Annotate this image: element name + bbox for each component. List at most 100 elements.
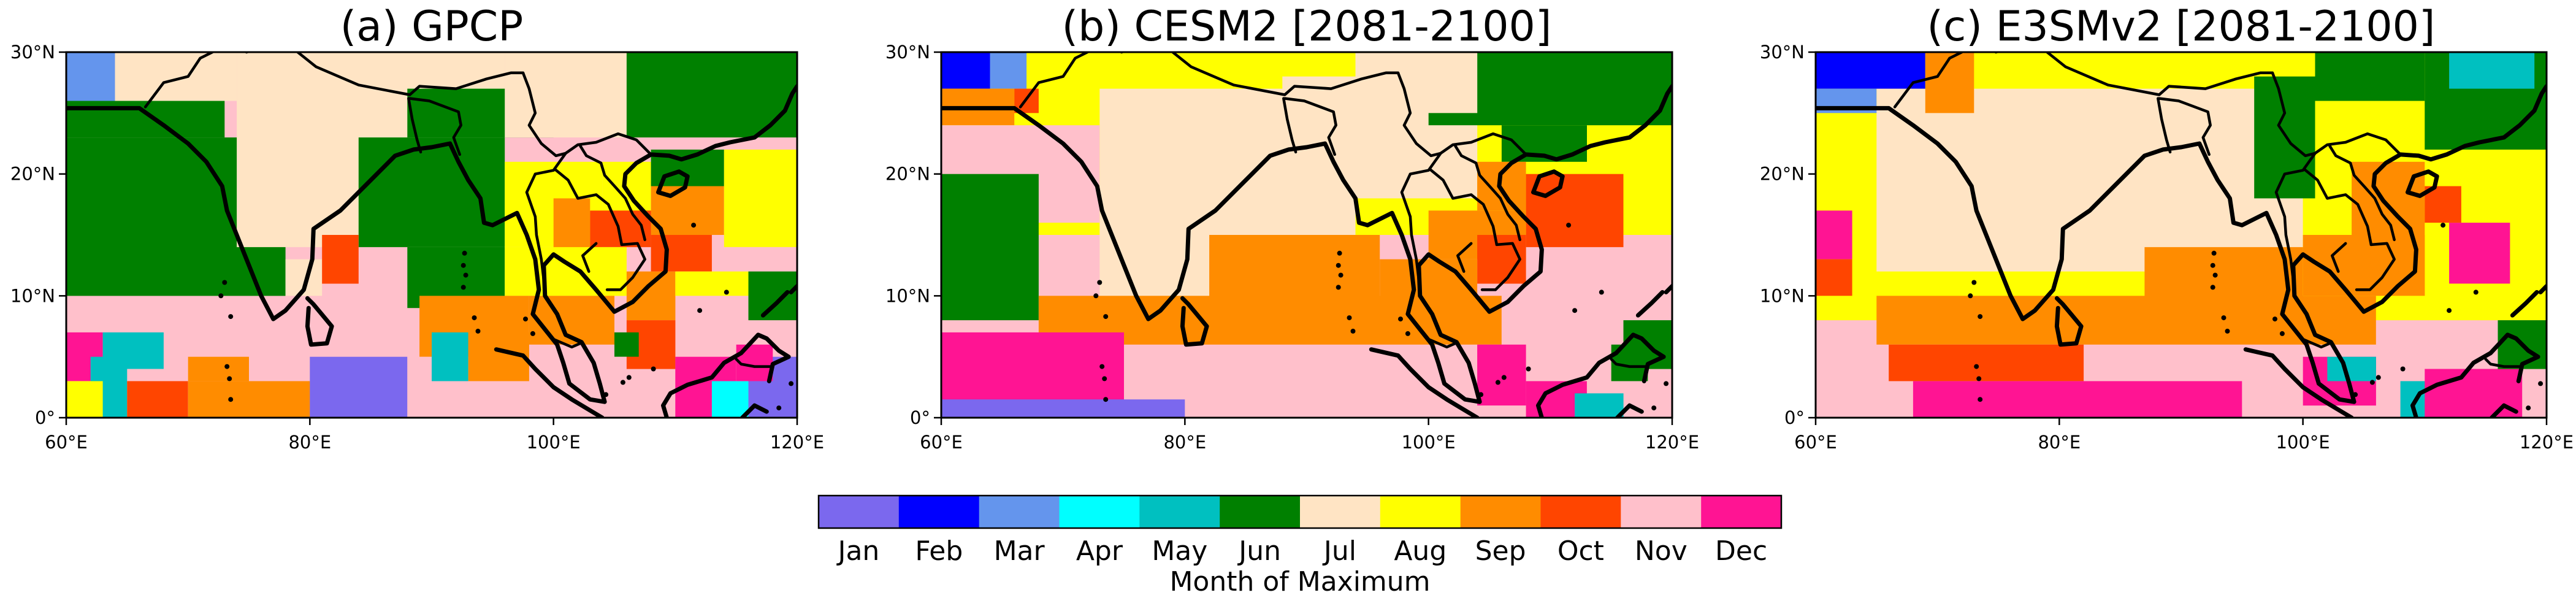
border-path bbox=[2328, 144, 2396, 242]
region-cell bbox=[711, 381, 749, 418]
axis-ticks: 60°E 80°E 100°E 120°E 0° 10°N 20°N 30°N bbox=[1760, 42, 2574, 453]
border-path bbox=[1171, 52, 1400, 96]
axis-ticks: 60°E 80°E 100°E 120°E 0° 10°N 20°N 30°N bbox=[10, 42, 824, 453]
x-tick-label: 60°E bbox=[45, 432, 88, 453]
island-marker bbox=[626, 375, 632, 380]
region-cell bbox=[1925, 52, 1974, 113]
heatmap-cells bbox=[941, 52, 1672, 418]
region-cell bbox=[310, 356, 408, 418]
colorbar-month-label: Apr bbox=[1076, 535, 1123, 567]
island-marker bbox=[2210, 263, 2215, 268]
island-marker bbox=[1093, 293, 1099, 299]
border-path bbox=[2303, 338, 2331, 349]
panel-title: (b) CESM2 [2081-2100] bbox=[1062, 2, 1552, 51]
island-marker bbox=[1599, 290, 1604, 295]
island-marker bbox=[222, 280, 227, 285]
region-cell bbox=[1876, 88, 2303, 272]
border-path bbox=[2484, 358, 2521, 368]
map-panel-gpcp: (a) GPCP 60°E 80°E 100°E 120°E 0° 10°N 20°N 30°… bbox=[10, 2, 824, 453]
island-marker bbox=[461, 263, 466, 268]
island-marker bbox=[1350, 328, 1356, 334]
border-path bbox=[2303, 167, 2373, 247]
coastline-path bbox=[2490, 403, 2518, 418]
region-cell bbox=[748, 271, 797, 321]
border-path bbox=[553, 338, 582, 349]
map-panel-cesm2: (b) CESM2 [2081-2100] 60°E 80°E 100°E 120°E… bbox=[885, 2, 1699, 453]
map-panel-e3smv2: (c) E3SMv2 [2081-2100] 60°E 80°E 100°E 120°… bbox=[1760, 2, 2574, 453]
region-cell bbox=[990, 52, 1027, 89]
region-cell bbox=[322, 235, 359, 284]
border-path bbox=[521, 71, 567, 158]
region-cell bbox=[358, 137, 505, 247]
island-marker bbox=[2210, 285, 2215, 290]
region-cell bbox=[2425, 186, 2461, 223]
coastline bbox=[941, 52, 1672, 418]
island-marker bbox=[1099, 364, 1105, 369]
island-marker bbox=[2375, 375, 2381, 380]
border-path bbox=[407, 97, 422, 154]
border-path bbox=[2046, 52, 2274, 96]
island-marker bbox=[2526, 405, 2531, 411]
border-path bbox=[1454, 144, 1521, 242]
colorbar-swatch bbox=[1300, 496, 1381, 528]
island-marker bbox=[2473, 290, 2479, 295]
region-cell bbox=[2449, 52, 2535, 89]
x-tick-label: 100°E bbox=[1402, 432, 1456, 453]
x-tick-label: 120°E bbox=[2520, 432, 2574, 453]
colorbar-swatch bbox=[1059, 496, 1140, 528]
colorbar-swatch bbox=[898, 496, 980, 528]
colorbar-month-label: Oct bbox=[1557, 535, 1604, 567]
island-marker bbox=[523, 316, 528, 322]
coastline-path bbox=[2243, 347, 2354, 418]
border-path bbox=[1439, 132, 1527, 156]
region-cell bbox=[66, 52, 115, 101]
y-tick-label: 30°N bbox=[10, 42, 55, 63]
region-cell bbox=[1209, 235, 1380, 309]
colorbar-month-label: Aug bbox=[1394, 535, 1447, 567]
island-marker bbox=[475, 328, 481, 334]
border-path bbox=[1408, 152, 1442, 175]
coastline-path bbox=[66, 84, 797, 404]
x-tick-label: 100°E bbox=[2276, 432, 2330, 453]
colorbar-month-label: Dec bbox=[1715, 535, 1767, 567]
island-marker bbox=[1974, 364, 1979, 369]
colorbar-month-label: Jun bbox=[1237, 535, 1281, 567]
y-tick-label: 20°N bbox=[885, 164, 930, 185]
border-path bbox=[408, 97, 462, 156]
coastline-path bbox=[2510, 290, 2539, 318]
region-cell bbox=[675, 271, 749, 296]
colorbar-swatches bbox=[819, 496, 1782, 528]
region-cell bbox=[614, 332, 639, 357]
island-marker bbox=[603, 392, 609, 397]
y-tick-label: 0° bbox=[35, 407, 55, 428]
colorbar-swatch bbox=[1220, 496, 1301, 528]
coastline-path bbox=[494, 347, 605, 418]
region-cell bbox=[1913, 381, 2242, 418]
island-marker bbox=[1664, 381, 1669, 386]
coastline-path bbox=[740, 403, 769, 418]
island-marker bbox=[691, 223, 697, 228]
coastline-path bbox=[1369, 347, 1480, 418]
island-marker bbox=[2225, 328, 2230, 334]
region-cell bbox=[2425, 369, 2523, 418]
region-cell bbox=[626, 52, 797, 138]
border-path bbox=[2157, 97, 2212, 156]
panel-title: (c) E3SMv2 [2081-2100] bbox=[1927, 2, 2436, 51]
coastline-path bbox=[1180, 296, 1209, 347]
region-cell bbox=[724, 149, 797, 247]
region-cell bbox=[1889, 344, 2084, 382]
colorbar-swatch bbox=[819, 496, 900, 528]
island-marker bbox=[1338, 272, 1343, 278]
island-marker bbox=[2212, 272, 2218, 278]
island-marker bbox=[224, 364, 230, 369]
colorbar-swatch bbox=[979, 496, 1060, 528]
region-cell bbox=[1816, 259, 1852, 296]
coastline-path bbox=[1816, 84, 2547, 404]
island-marker bbox=[1566, 223, 1572, 228]
border-path bbox=[2157, 97, 2172, 154]
coastline-path bbox=[1635, 290, 1665, 318]
border-path bbox=[533, 152, 567, 175]
border-path bbox=[2274, 172, 2296, 291]
island-marker bbox=[1398, 316, 1403, 322]
